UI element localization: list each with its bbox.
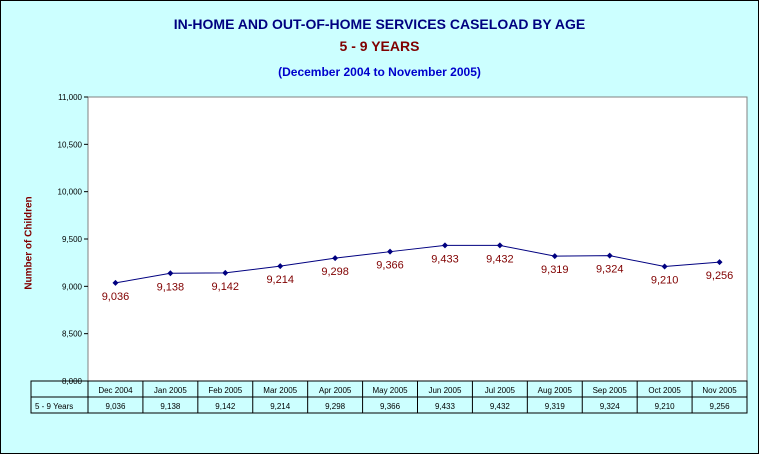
y-tick-label: 11,000 <box>58 93 82 102</box>
data-point <box>222 269 229 276</box>
y-tick-label: 9,000 <box>62 282 83 291</box>
data-point <box>332 255 339 262</box>
data-point <box>716 259 723 266</box>
x-tick-label: Mar 2005 <box>263 386 297 395</box>
x-tick-label: May 2005 <box>372 386 408 395</box>
data-label: 9,319 <box>541 264 569 276</box>
data-table-value: 9,319 <box>545 402 566 411</box>
data-table-value: 9,256 <box>710 402 731 411</box>
data-label: 9,433 <box>431 253 459 265</box>
data-label: 9,256 <box>706 270 734 282</box>
data-point <box>441 242 448 249</box>
x-tick-label: Oct 2005 <box>648 386 681 395</box>
data-table-value: 9,138 <box>160 402 181 411</box>
x-tick-label: Jul 2005 <box>485 386 516 395</box>
x-tick-label: Jan 2005 <box>154 386 187 395</box>
chart-subtitle: 5 - 9 YEARS <box>339 38 420 54</box>
data-point <box>277 263 284 270</box>
x-tick-label: Sep 2005 <box>593 386 628 395</box>
data-table-value: 9,324 <box>600 402 621 411</box>
chart-date-range: (December 2004 to November 2005) <box>278 65 481 79</box>
data-table-value: 9,036 <box>105 402 126 411</box>
x-tick-label: Feb 2005 <box>208 386 242 395</box>
y-tick-label: 10,000 <box>58 188 83 197</box>
data-label: 9,142 <box>212 281 240 293</box>
data-label: 9,214 <box>266 274 294 286</box>
data-table-series-name: 5 - 9 Years <box>35 402 73 411</box>
data-point <box>112 279 119 286</box>
y-tick-label: 10,500 <box>58 140 83 149</box>
data-label: 9,138 <box>157 281 185 293</box>
data-table-value: 9,210 <box>655 402 676 411</box>
data-table-value: 9,366 <box>380 402 401 411</box>
data-label: 9,366 <box>376 260 404 272</box>
data-point <box>551 253 558 260</box>
data-point <box>387 248 394 255</box>
y-tick-label: 8,500 <box>62 330 83 339</box>
data-point <box>496 242 503 249</box>
x-tick-label: Dec 2004 <box>98 386 133 395</box>
data-point <box>606 252 613 259</box>
series-line <box>115 244 720 284</box>
data-label: 9,324 <box>596 264 624 276</box>
data-table-value: 9,142 <box>215 402 236 411</box>
x-tick-label: Apr 2005 <box>319 386 352 395</box>
data-table-value: 9,432 <box>490 402 511 411</box>
data-table-value: 9,214 <box>270 402 291 411</box>
x-tick-label: Nov 2005 <box>702 386 737 395</box>
chart-title: IN-HOME AND OUT-OF-HOME SERVICES CASELOA… <box>173 16 586 32</box>
data-label: 9,210 <box>651 274 679 286</box>
data-label: 9,298 <box>321 266 349 278</box>
x-tick-label: Jun 2005 <box>428 386 461 395</box>
x-tick-label: Aug 2005 <box>538 386 573 395</box>
data-point <box>661 263 668 270</box>
y-tick-label: 9,500 <box>62 235 83 244</box>
data-label: 9,432 <box>486 253 514 265</box>
plot-area <box>87 96 748 382</box>
data-table-value: 9,433 <box>435 402 456 411</box>
data-table-value: 9,298 <box>325 402 346 411</box>
data-point <box>167 270 174 277</box>
data-label: 9,036 <box>102 291 130 303</box>
